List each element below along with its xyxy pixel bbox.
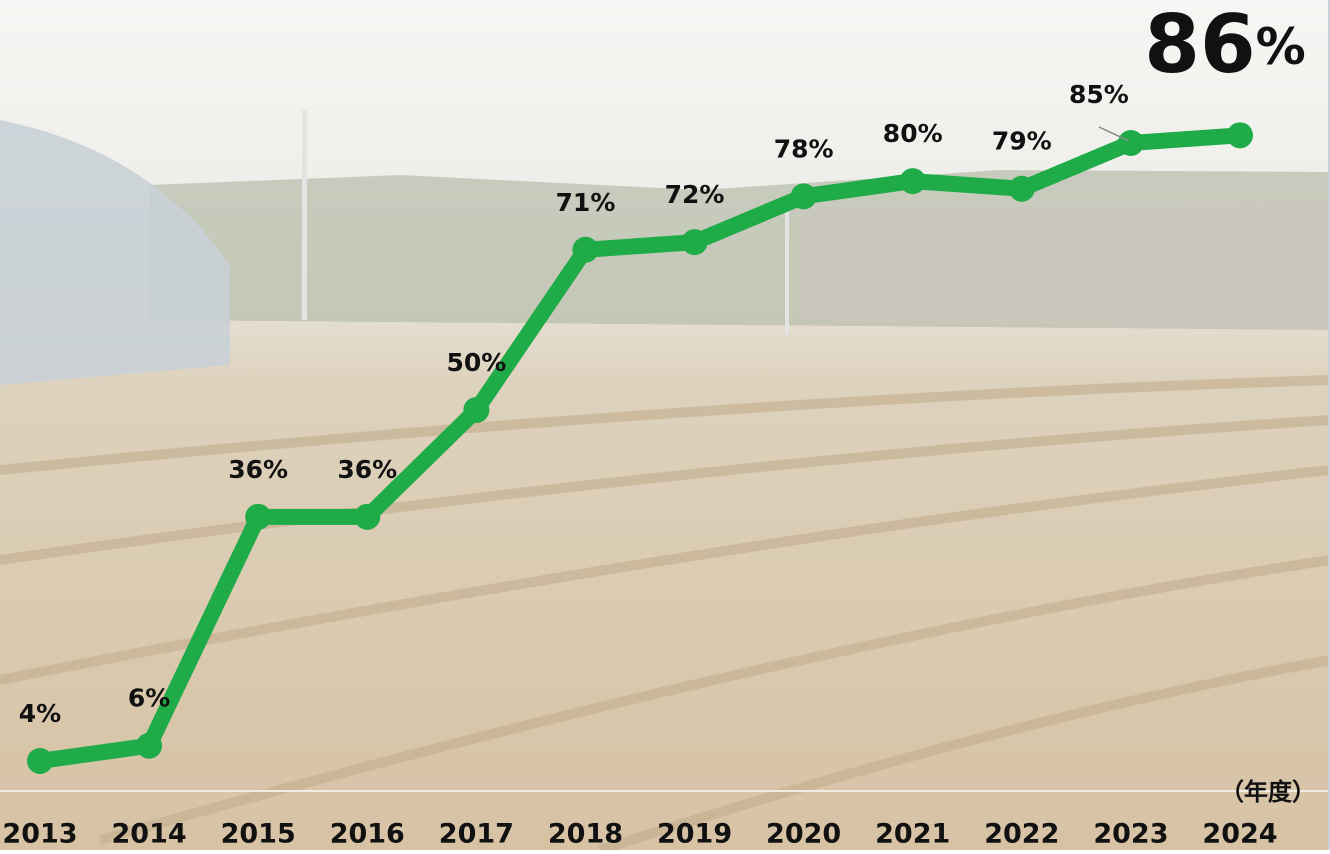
data-point xyxy=(1008,175,1035,202)
x-tick-label: 2014 xyxy=(112,819,187,850)
x-tick-label: 2017 xyxy=(439,819,514,850)
x-tick-label: 2016 xyxy=(330,819,405,850)
data-point xyxy=(572,236,599,263)
data-point xyxy=(899,168,926,195)
data-point xyxy=(354,503,381,530)
x-tick-label: 2024 xyxy=(1202,819,1277,850)
value-label: 50% xyxy=(446,348,506,377)
value-label: 6% xyxy=(128,684,170,713)
data-point xyxy=(136,732,163,759)
data-point xyxy=(681,229,708,256)
x-unit-label: （年度） xyxy=(1220,778,1316,806)
value-label-highlight: 86% xyxy=(1144,0,1305,91)
leader-line xyxy=(1098,126,1130,142)
data-point xyxy=(463,397,490,423)
x-tick-label: 2018 xyxy=(548,819,623,850)
value-label: 71% xyxy=(556,188,616,217)
data-point xyxy=(790,183,817,210)
x-tick-label: 2020 xyxy=(766,819,841,850)
x-tick-label: 2022 xyxy=(984,819,1059,850)
data-point xyxy=(27,747,53,774)
data-point xyxy=(1227,122,1253,149)
data-point xyxy=(1117,129,1144,156)
x-tick-label: 2013 xyxy=(2,819,77,850)
x-tick-label: 2019 xyxy=(657,819,732,850)
value-label: 85% xyxy=(1069,80,1129,109)
value-label: 80% xyxy=(883,119,943,148)
data-line xyxy=(32,127,1248,769)
value-label: 36% xyxy=(228,455,288,484)
x-tick-label: 2023 xyxy=(1093,819,1168,850)
value-label: 72% xyxy=(665,180,725,209)
data-point xyxy=(245,503,272,530)
value-label: 78% xyxy=(774,134,834,163)
value-label: 36% xyxy=(337,455,397,484)
x-tick-label: 2015 xyxy=(221,819,296,850)
value-label: 79% xyxy=(992,127,1052,156)
value-label: 4% xyxy=(19,699,61,728)
x-tick-label: 2021 xyxy=(875,819,950,850)
